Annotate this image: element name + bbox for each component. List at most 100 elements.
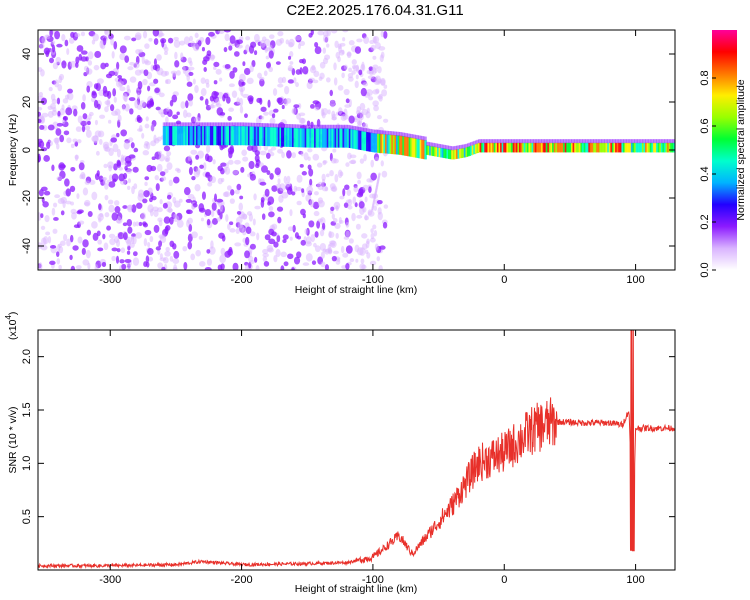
spectrogram-cell (153, 78, 159, 84)
spectrogram-cell (58, 264, 62, 270)
spectrogram-band-cell (588, 142, 591, 153)
spectrogram-band-halo (225, 122, 229, 127)
spectrogram-cell (373, 105, 379, 112)
spectrogram-cell (48, 86, 53, 92)
spectrogram-cell (82, 239, 89, 248)
spectrogram-cell (337, 56, 341, 63)
spectrogram-cell (347, 198, 353, 206)
spectrogram-band-halo (228, 122, 232, 127)
spectrogram-cell (206, 50, 212, 57)
spectrogram-cell (165, 246, 170, 252)
spectrogram-band-cell (646, 142, 650, 153)
spectrogram-cell (72, 245, 79, 251)
spectrogram-cell (108, 174, 113, 181)
spectrogram-band-halo (465, 143, 468, 148)
spectrogram-band-cell (222, 126, 226, 146)
spectrogram-cell (276, 206, 284, 212)
spectrogram-band-halo (648, 139, 651, 144)
spectrogram-band-halo (668, 139, 672, 144)
spectrogram-band-cell (184, 126, 188, 146)
spectrogram-cell (283, 261, 289, 267)
spectrogram-band-cell (252, 126, 256, 146)
spectrogram-cell (343, 64, 348, 70)
spectrogram-cell (379, 54, 384, 63)
spectrogram-cell (51, 44, 56, 53)
spectrogram-cell (124, 258, 132, 263)
spectrogram-cell (52, 228, 58, 234)
spectrogram-cell (154, 87, 160, 94)
spectrogram-y-tick-label: 40 (21, 48, 33, 60)
spectrogram-band-cell (228, 126, 232, 146)
spectrogram-band-halo (537, 139, 541, 144)
spectrogram-cell (317, 199, 325, 208)
spectrogram-cell (132, 221, 137, 227)
spectrogram-cell (86, 120, 91, 126)
spectrogram-cell (293, 104, 300, 108)
spectrogram-cell (307, 164, 312, 170)
spectrogram-cell (161, 176, 167, 182)
spectrogram-band-cell (564, 142, 568, 153)
spectrogram-cell (55, 251, 60, 257)
spectrogram-cell (302, 262, 310, 266)
spectrogram-band-cell (402, 136, 405, 156)
spectrogram-band-halo (165, 122, 169, 127)
spectrogram-cell (157, 262, 164, 269)
spectrogram-band-cell (668, 142, 672, 153)
spectrogram-cell (331, 110, 336, 119)
spectrogram-cell (368, 186, 372, 193)
spectrogram-cell (57, 84, 63, 92)
spectrogram-band-halo (260, 123, 263, 128)
spectrogram-band-halo (321, 124, 325, 129)
spectrogram-band-cell (189, 126, 193, 146)
spectrogram-cell (356, 38, 363, 43)
spectrogram-cell (206, 249, 211, 254)
spectrogram-cell (172, 266, 178, 270)
spectrogram-cell (359, 158, 365, 164)
spectrogram-cell (110, 37, 115, 46)
spectrogram-band-cell (200, 126, 204, 146)
spectrogram-band-cell (507, 142, 511, 153)
spectrogram-cell (262, 252, 269, 258)
spectrogram-cell (360, 87, 367, 97)
spectrogram-band-halo (323, 124, 327, 129)
spectrogram-cell (71, 212, 77, 220)
spectrogram-band-halo (657, 139, 661, 144)
spectrogram-band-halo (280, 123, 284, 128)
spectrogram-band-halo (534, 139, 538, 144)
spectrogram-cell (169, 99, 174, 107)
spectrogram-cell (294, 35, 302, 41)
spectrogram-cell (173, 200, 181, 208)
spectrogram-band-cell (525, 142, 528, 153)
spectrogram-cell (309, 178, 313, 186)
spectrogram-cell (218, 77, 223, 82)
spectrogram-cell (91, 221, 98, 229)
spectrogram-cell (269, 152, 275, 157)
spectrogram-x-tick-label: 100 (626, 274, 644, 286)
spectrogram-cell (85, 129, 92, 138)
snr-series-line (38, 330, 675, 570)
spectrogram-band-cell (391, 134, 394, 155)
spectrogram-cell (345, 98, 350, 104)
spectrogram-band-halo (170, 122, 174, 127)
spectrogram-band-cell (199, 126, 202, 146)
spectrogram-cell (158, 240, 163, 248)
spectrogram-cell (336, 257, 341, 262)
spectrogram-cell (126, 185, 131, 190)
spectrogram-band-halo (503, 139, 506, 144)
spectrogram-band-halo (418, 135, 421, 140)
spectrogram-cell (187, 241, 193, 250)
spectrogram-cell (136, 202, 143, 209)
spectrogram-cell (311, 260, 317, 265)
spectrogram-cell (286, 150, 292, 159)
spectrogram-cell (63, 233, 68, 242)
spectrogram-band-cell (517, 142, 520, 153)
snr-y-label: SNR (10 * v/v) (7, 406, 19, 473)
spectrogram-band-cell (635, 142, 639, 153)
spectrogram-band-cell (500, 142, 503, 153)
spectrogram-band-halo (619, 139, 623, 144)
spectrogram-cell (200, 77, 206, 84)
spectrogram-cell (316, 118, 321, 127)
spectrogram-band-halo (577, 139, 580, 144)
spectrogram-cell (224, 250, 232, 258)
spectrogram-band-cell (537, 142, 541, 153)
